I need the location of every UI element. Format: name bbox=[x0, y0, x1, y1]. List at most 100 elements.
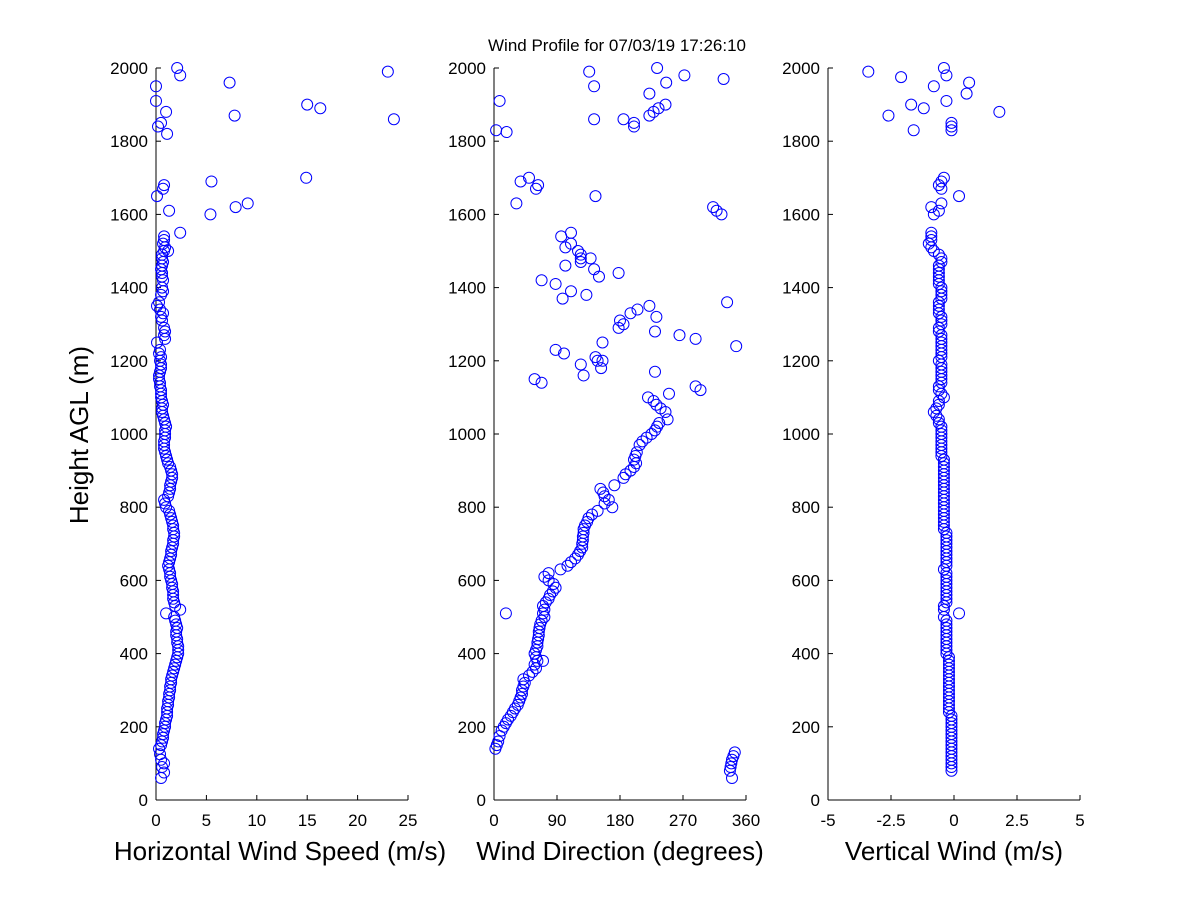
direction-x-tick-label: 270 bbox=[669, 811, 697, 830]
direction-data-point bbox=[617, 318, 630, 331]
panel-speed: 0 200 400 600 800 1000 1200 1400 1600 1800 2000 0 5 1… bbox=[110, 59, 446, 866]
direction-data-point bbox=[559, 259, 572, 272]
direction-data-point bbox=[617, 471, 630, 484]
direction-data-point bbox=[497, 720, 510, 733]
direction-data-point bbox=[561, 559, 574, 572]
direction-data-point bbox=[579, 519, 591, 532]
direction-data-point bbox=[643, 299, 656, 312]
vertical-data-point bbox=[960, 87, 973, 100]
vertical-y-tick-label: 1800 bbox=[782, 132, 820, 151]
vertical-data-point bbox=[963, 76, 976, 89]
panel-vertical: 0 200 400 600 800 1000 1200 1400 1600 1800 2000 -5 -… bbox=[782, 59, 1085, 866]
direction-data-point bbox=[554, 563, 567, 576]
vertical-data-point bbox=[935, 182, 948, 195]
vertical-data-point bbox=[937, 603, 950, 616]
speed-x-tick-label: 20 bbox=[348, 811, 367, 830]
direction-data-point bbox=[549, 343, 562, 356]
direction-data-point bbox=[542, 567, 555, 580]
vertical-data-point bbox=[935, 197, 948, 210]
speed-data-point bbox=[154, 343, 167, 356]
vertical-data-point bbox=[937, 563, 950, 576]
direction-data-point bbox=[633, 438, 646, 451]
direction-data-point bbox=[689, 332, 702, 345]
speed-data-point bbox=[158, 321, 171, 334]
vertical-data-point bbox=[935, 365, 948, 378]
vertical-x-axis-label: Vertical Wind (m/s) bbox=[845, 836, 1063, 866]
vertical-data-point bbox=[940, 530, 953, 543]
direction-data-point bbox=[689, 380, 702, 393]
direction-y-tick-label: 400 bbox=[458, 645, 486, 664]
vertical-data-point bbox=[935, 428, 948, 440]
direction-data-point bbox=[588, 113, 601, 126]
speed-data-point bbox=[158, 234, 171, 247]
speed-y-tick-label: 1800 bbox=[110, 132, 148, 151]
direction-data-point bbox=[710, 204, 723, 217]
vertical-y-tick-label: 1400 bbox=[782, 279, 820, 298]
speed-data-point bbox=[154, 303, 167, 316]
speed-data-point bbox=[158, 179, 171, 192]
speed-data-point bbox=[241, 197, 254, 210]
vertical-data-point bbox=[940, 618, 953, 631]
direction-data-point bbox=[591, 504, 604, 517]
speed-y-tick-label: 1600 bbox=[110, 205, 148, 224]
vertical-data-point bbox=[940, 526, 953, 539]
speed-data-point bbox=[174, 69, 187, 82]
direction-data-point bbox=[606, 501, 619, 514]
direction-data-point bbox=[717, 72, 730, 85]
direction-data-point bbox=[583, 65, 596, 78]
direction-data-point bbox=[572, 245, 584, 257]
speed-data-point bbox=[158, 230, 171, 243]
vertical-data-point bbox=[935, 336, 948, 349]
vertical-data-point bbox=[932, 266, 945, 279]
direction-data-point bbox=[530, 182, 542, 195]
vertical-data-point bbox=[932, 417, 945, 430]
vertical-data-point bbox=[930, 402, 943, 415]
speed-data-point bbox=[157, 307, 170, 320]
speed-data-point bbox=[160, 105, 173, 118]
panel-direction: 0 200 400 600 800 1000 1200 1400 1600 1800 2000 0 90… bbox=[448, 59, 764, 866]
direction-data-point bbox=[673, 329, 686, 342]
speed-data-point bbox=[158, 766, 171, 779]
vertical-y-tick-label: 1200 bbox=[782, 352, 820, 371]
direction-data-point bbox=[589, 351, 602, 364]
speed-y-tick-label: 400 bbox=[120, 645, 148, 664]
vertical-data-point bbox=[932, 204, 945, 217]
direction-data-point bbox=[499, 607, 512, 620]
vertical-data-point bbox=[953, 190, 966, 203]
direction-data-point bbox=[532, 625, 545, 638]
vertical-data-point bbox=[907, 124, 920, 137]
vertical-data-point bbox=[932, 384, 945, 397]
speed-x-tick-label: 0 bbox=[151, 811, 160, 830]
direction-y-tick-label: 200 bbox=[458, 718, 486, 737]
vertical-x-tick-label: 0 bbox=[949, 811, 958, 830]
vertical-data-point bbox=[935, 175, 948, 188]
direction-data-point bbox=[523, 669, 535, 682]
vertical-data-point bbox=[935, 285, 948, 298]
direction-data-point bbox=[597, 486, 610, 499]
direction-data-point bbox=[628, 120, 640, 133]
speed-data-point bbox=[151, 190, 164, 203]
direction-data-point bbox=[495, 724, 508, 737]
speed-x-tick-label: 5 bbox=[202, 811, 211, 830]
direction-data-point bbox=[654, 402, 667, 415]
vertical-data-point bbox=[922, 237, 935, 250]
direction-data-point bbox=[493, 94, 506, 107]
direction-y-tick-label: 1400 bbox=[448, 279, 486, 298]
direction-data-point bbox=[492, 735, 505, 748]
speed-data-point bbox=[171, 62, 184, 74]
direction-data-point bbox=[617, 113, 630, 126]
y-axis-label: Height AGL (m) bbox=[64, 346, 94, 524]
vertical-data-point bbox=[993, 105, 1006, 118]
vertical-data-point bbox=[927, 80, 940, 93]
vertical-data-point bbox=[932, 303, 945, 316]
speed-data-point bbox=[153, 296, 166, 309]
direction-data-point bbox=[608, 479, 621, 492]
direction-y-tick-label: 1600 bbox=[448, 205, 486, 224]
direction-data-point bbox=[574, 358, 587, 371]
vertical-data-point bbox=[862, 65, 875, 78]
vertical-data-point bbox=[945, 713, 958, 726]
vertical-y-tick-label: 1600 bbox=[782, 205, 820, 224]
direction-data-point bbox=[565, 226, 577, 239]
speed-x-tick-label: 10 bbox=[247, 811, 266, 830]
